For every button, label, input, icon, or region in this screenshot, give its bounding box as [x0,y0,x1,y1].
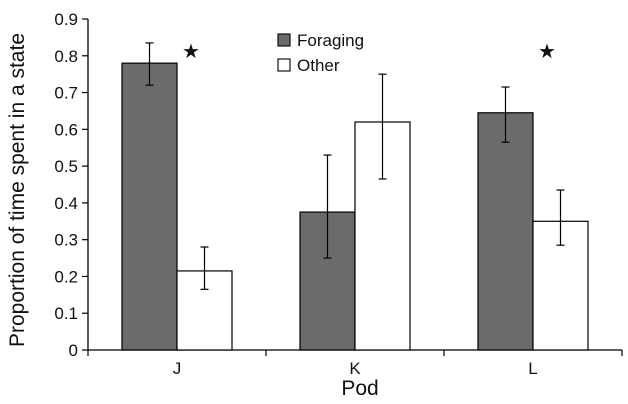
significance-star: ★ [182,39,200,63]
y-tick-label: 0.6 [54,120,78,139]
y-tick-label: 0.4 [54,194,78,213]
x-tick-label: K [349,359,361,378]
legend-swatch-other [277,58,291,72]
plot-area: 0 0.1 0.2 0.3 0.4 0.5 0.6 0.7 0.8 0.9 J K L ★ ★ Foragin… [54,10,623,378]
y-tick-label: 0 [69,341,78,360]
legend-label-other: Other [297,56,340,75]
y-tick-label: 0.9 [54,10,78,29]
x-tick-label: L [528,359,537,378]
y-tick-label: 0.1 [54,304,78,323]
y-tick-label: 0.3 [54,231,78,250]
x-axis-title: Pod [341,377,378,400]
significance-star: ★ [538,39,556,63]
legend-swatch-foraging [277,33,291,47]
y-axis-title: Proportion of time spent in a state [6,33,29,347]
y-tick-label: 0.7 [54,84,78,103]
y-tick-label: 0.8 [54,47,78,66]
x-tick-label: J [173,359,182,378]
bar-foraging-J [121,62,178,351]
y-tick-label: 0.5 [54,157,78,176]
bar-foraging-L [477,112,534,351]
legend-label-foraging: Foraging [297,31,364,50]
y-tick-label: 0.2 [54,267,78,286]
